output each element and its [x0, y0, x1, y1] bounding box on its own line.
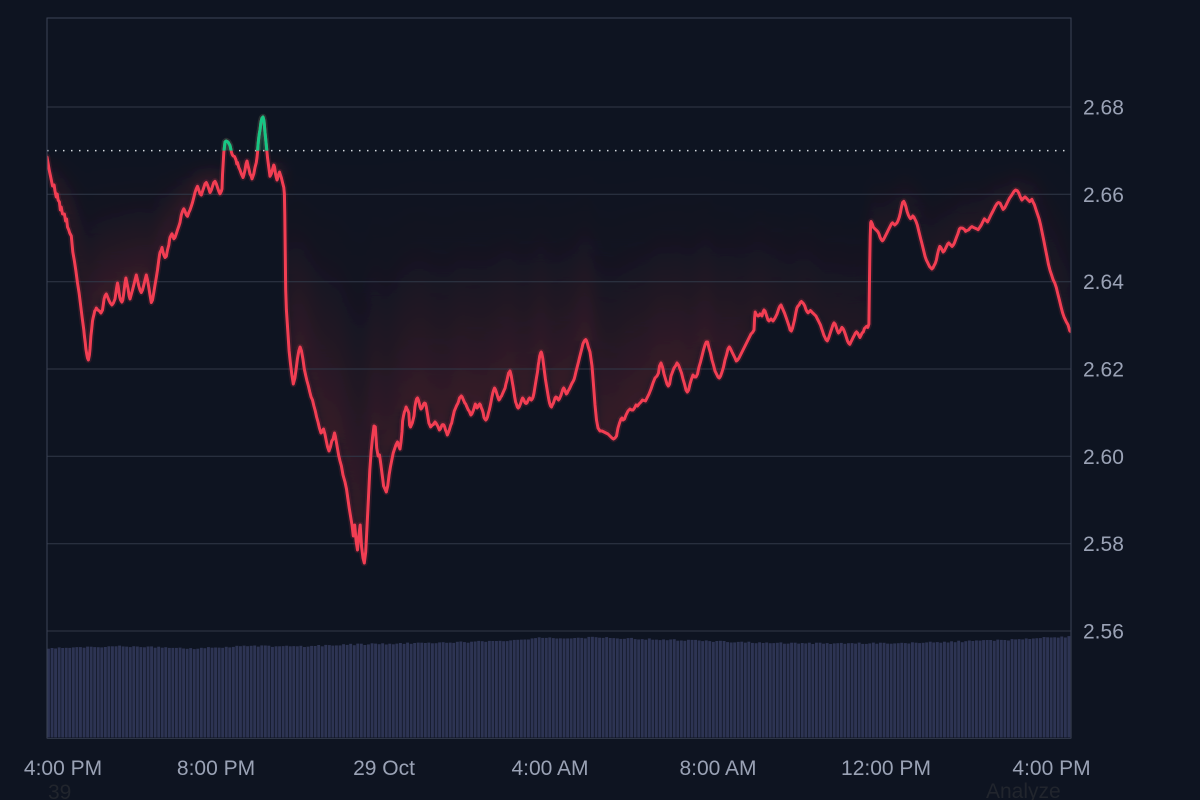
svg-text:29 Oct: 29 Oct: [353, 757, 415, 780]
svg-text:8:00 AM: 8:00 AM: [679, 757, 756, 780]
svg-text:Analyze: Analyze: [986, 780, 1061, 800]
svg-text:4:00 PM: 4:00 PM: [24, 757, 102, 780]
svg-text:2.68: 2.68: [1083, 97, 1124, 120]
svg-text:12:00 PM: 12:00 PM: [841, 757, 931, 780]
svg-text:39: 39: [48, 781, 71, 800]
svg-text:2.64: 2.64: [1083, 271, 1124, 294]
svg-text:4:00 PM: 4:00 PM: [1012, 757, 1090, 780]
svg-text:2.66: 2.66: [1083, 184, 1124, 207]
svg-text:8:00 PM: 8:00 PM: [177, 757, 255, 780]
svg-text:4:00 AM: 4:00 AM: [511, 757, 588, 780]
svg-text:2.60: 2.60: [1083, 446, 1124, 469]
svg-text:2.62: 2.62: [1083, 359, 1124, 382]
svg-text:2.56: 2.56: [1083, 621, 1124, 644]
svg-text:2.58: 2.58: [1083, 533, 1124, 556]
